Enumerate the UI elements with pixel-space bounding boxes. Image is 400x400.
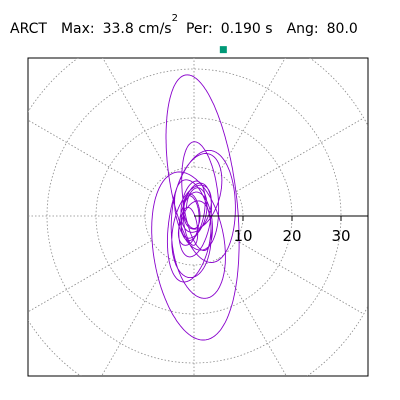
max-unit-exponent: 2 — [171, 13, 178, 24]
trace-path — [151, 74, 240, 341]
radial-tick-label: 10 — [233, 227, 252, 245]
max-point-marker — [219, 46, 227, 54]
particle-trace — [151, 74, 240, 341]
grid-spoke — [218, 58, 286, 174]
period-value: 0.190 s — [220, 20, 273, 37]
max-value: 33.8 cm/s — [102, 20, 172, 37]
max-label: Max: — [60, 20, 95, 37]
grid-spoke — [102, 58, 170, 174]
max-marker — [219, 46, 227, 54]
grid-circle — [28, 58, 368, 376]
grid-spoke — [218, 258, 287, 376]
radial-tick-label: 20 — [282, 227, 301, 245]
chart-title: ARCT Max: 33.8 cm/s2 Per: 0.190 s Ang: 80.0 — [10, 13, 358, 38]
angle-value: 80.0 — [326, 20, 358, 37]
station-code: ARCT — [10, 20, 47, 37]
radial-axis: 10 20 30 — [194, 215, 368, 245]
grid-spoke — [28, 240, 152, 313]
polar-grid — [28, 58, 368, 376]
period-label: Per: — [185, 20, 213, 37]
radial-tick-label: 30 — [331, 227, 350, 245]
plot-frame — [27, 57, 369, 377]
grid-spoke — [236, 117, 364, 192]
grid-spoke — [28, 119, 152, 192]
grid-spoke — [236, 240, 364, 315]
grid-spoke — [101, 258, 170, 376]
angle-label: Ang: — [286, 20, 319, 37]
